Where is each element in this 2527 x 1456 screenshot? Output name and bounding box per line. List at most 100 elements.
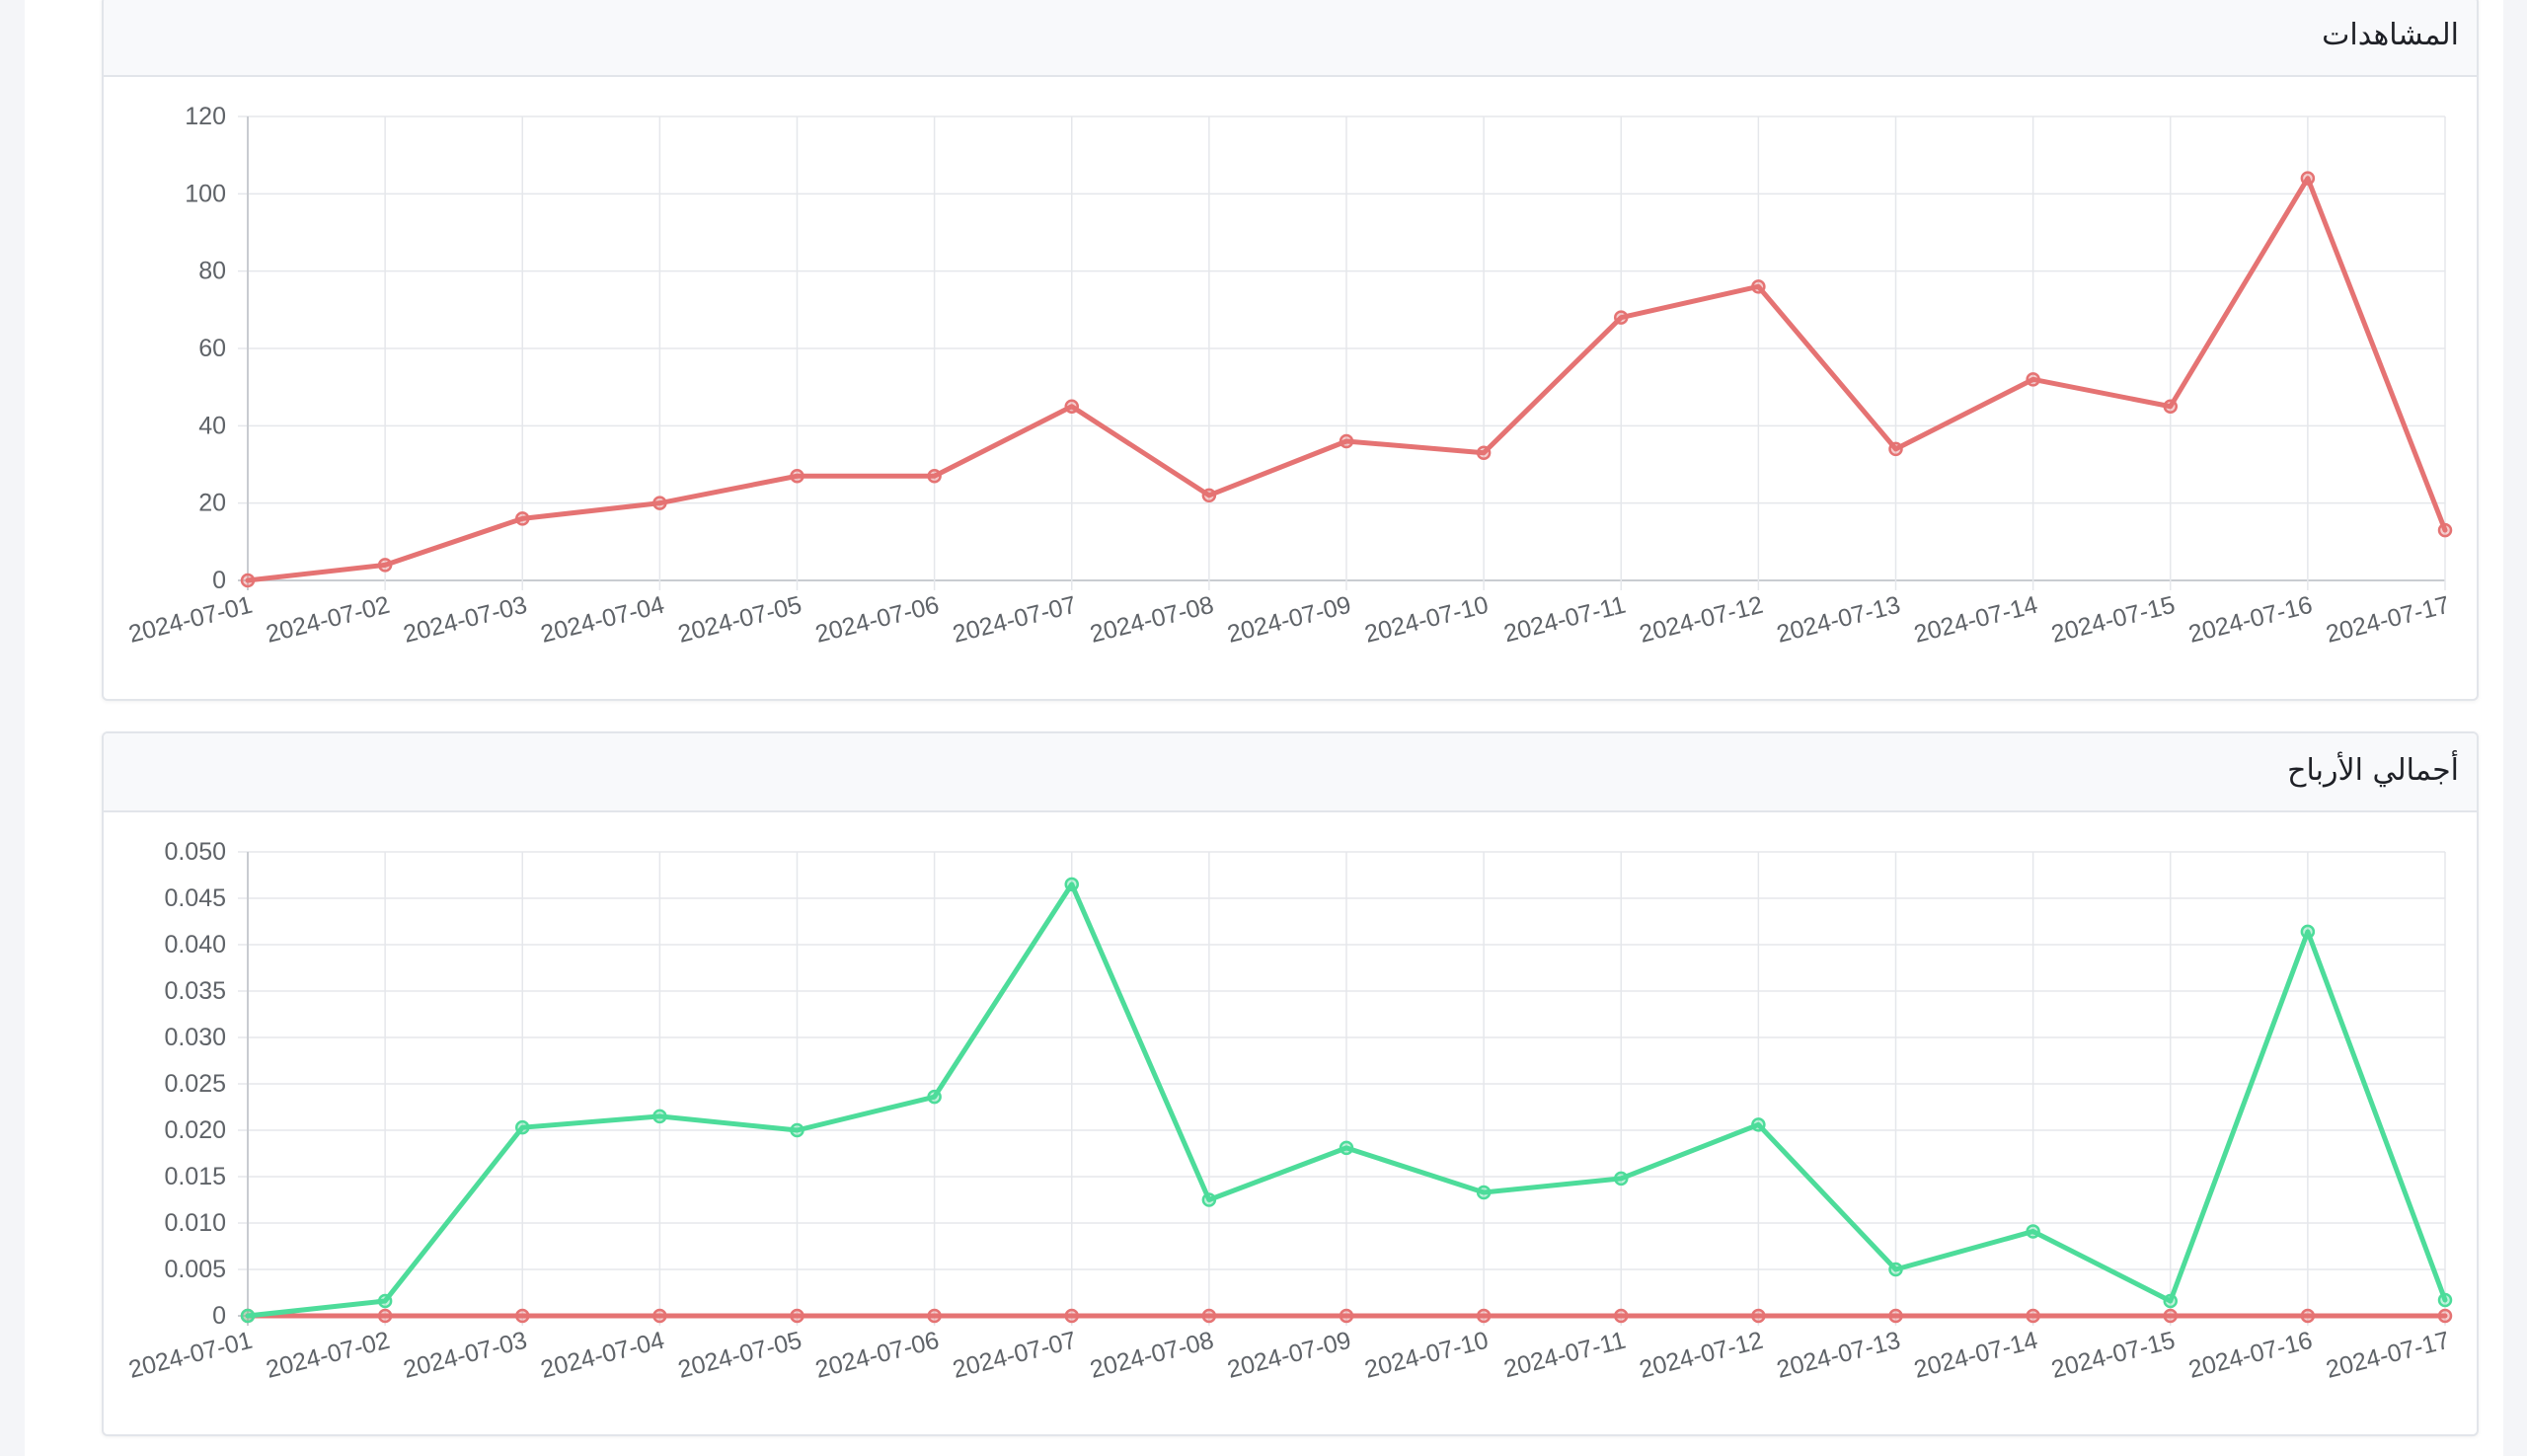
- y-tick-label: 0.010: [164, 1209, 226, 1237]
- data-point[interactable]: [2300, 171, 2316, 186]
- x-tick-label: 2024-07-01: [126, 591, 256, 649]
- x-tick-label: 2024-07-01: [126, 1327, 256, 1384]
- y-tick-label: 0.030: [164, 1024, 226, 1051]
- data-point[interactable]: [240, 1308, 256, 1324]
- data-point[interactable]: [2163, 1308, 2178, 1324]
- x-tick-label: 2024-07-12: [1637, 591, 1766, 649]
- data-point[interactable]: [790, 1308, 804, 1324]
- data-point[interactable]: [1614, 1171, 1629, 1187]
- data-point[interactable]: [652, 496, 667, 510]
- data-point[interactable]: [377, 1308, 393, 1324]
- data-point[interactable]: [1064, 1308, 1079, 1324]
- data-point[interactable]: [1201, 1192, 1217, 1207]
- data-point[interactable]: [377, 558, 393, 573]
- data-point[interactable]: [1201, 1308, 1217, 1324]
- data-point[interactable]: [1751, 1117, 1766, 1132]
- x-tick-label: 2024-07-14: [1911, 1327, 2040, 1384]
- y-tick-label: 0.005: [164, 1256, 226, 1283]
- x-tick-label: 2024-07-09: [1225, 591, 1354, 649]
- y-tick-label: 0: [212, 1302, 226, 1330]
- data-point[interactable]: [927, 469, 942, 484]
- data-point[interactable]: [790, 469, 804, 484]
- x-tick-label: 2024-07-17: [2324, 591, 2453, 649]
- data-point[interactable]: [1476, 1185, 1492, 1200]
- y-tick-label: 0.040: [164, 931, 226, 958]
- y-tick-label: 0.025: [164, 1070, 226, 1098]
- x-tick-label: 2024-07-17: [2324, 1327, 2453, 1384]
- data-point[interactable]: [2300, 1308, 2316, 1324]
- x-tick-label: 2024-07-04: [538, 1327, 667, 1384]
- data-point[interactable]: [1064, 399, 1079, 414]
- earnings-card: أجمالي الأرباح 0 0.005 0.010 0.015 0.020 0.02…: [102, 731, 2479, 1436]
- data-point[interactable]: [927, 1089, 942, 1105]
- data-point[interactable]: [2163, 399, 2178, 414]
- x-tick-label: 2024-07-11: [1501, 591, 1629, 649]
- data-point[interactable]: [1888, 1308, 1903, 1324]
- data-point[interactable]: [515, 511, 530, 526]
- data-point[interactable]: [515, 1119, 530, 1135]
- data-point[interactable]: [652, 1109, 667, 1124]
- data-point[interactable]: [2437, 1292, 2453, 1308]
- data-point[interactable]: [2026, 372, 2040, 387]
- earnings-card-title: أجمالي الأرباح: [2287, 753, 2459, 788]
- data-point[interactable]: [240, 573, 256, 588]
- x-tick-label: 2024-07-08: [1087, 1327, 1216, 1384]
- y-tick-label: 0.050: [164, 838, 226, 866]
- x-tick-label: 2024-07-16: [2185, 1327, 2315, 1384]
- x-tick-label: 2024-07-02: [264, 1327, 393, 1384]
- data-point[interactable]: [2300, 924, 2316, 940]
- x-tick-label: 2024-07-06: [812, 591, 942, 649]
- data-point[interactable]: [2026, 1224, 2040, 1239]
- x-tick-label: 2024-07-15: [2048, 591, 2178, 649]
- x-tick-label: 2024-07-14: [1911, 591, 2040, 649]
- data-point[interactable]: [1888, 1262, 1903, 1277]
- data-point[interactable]: [1064, 877, 1079, 892]
- x-tick-label: 2024-07-13: [1774, 591, 1903, 649]
- y-tick-label: 20: [198, 490, 226, 517]
- x-tick-label: 2024-07-11: [1501, 1327, 1629, 1384]
- views-card: المشاهدات 0 20 40 60 80 100 120 2024-07-01 2024-…: [102, 0, 2479, 701]
- data-point[interactable]: [2163, 1293, 2178, 1309]
- x-tick-label: 2024-07-08: [1087, 591, 1216, 649]
- x-tick-label: 2024-07-10: [1362, 1327, 1492, 1384]
- data-point[interactable]: [515, 1308, 530, 1324]
- series-line: [245, 176, 2448, 583]
- data-point[interactable]: [652, 1308, 667, 1324]
- data-point[interactable]: [1751, 279, 1766, 294]
- y-tick-label: 40: [198, 412, 226, 439]
- data-point[interactable]: [1476, 445, 1492, 460]
- data-point[interactable]: [1614, 1308, 1629, 1324]
- data-point[interactable]: [1201, 488, 1217, 503]
- x-tick-label: 2024-07-07: [950, 1327, 1079, 1384]
- x-tick-label: 2024-07-12: [1637, 1327, 1766, 1384]
- y-tick-label: 0: [212, 567, 226, 594]
- data-point[interactable]: [1339, 433, 1354, 449]
- data-point[interactable]: [1339, 1308, 1354, 1324]
- data-point[interactable]: [2437, 522, 2453, 538]
- y-tick-label: 0.020: [164, 1116, 226, 1144]
- y-tick-label: 80: [198, 258, 226, 285]
- data-point[interactable]: [2026, 1308, 2040, 1324]
- x-tick-label: 2024-07-03: [401, 591, 530, 649]
- data-point[interactable]: [1614, 310, 1629, 325]
- data-point[interactable]: [1751, 1308, 1766, 1324]
- y-tick-label: 0.045: [164, 884, 226, 912]
- series-line: [245, 881, 2448, 1319]
- data-point[interactable]: [1888, 441, 1903, 457]
- x-tick-label: 2024-07-10: [1362, 591, 1492, 649]
- y-tick-label: 0.015: [164, 1163, 226, 1190]
- data-point[interactable]: [1339, 1140, 1354, 1156]
- views-card-header: المشاهدات: [104, 0, 2477, 77]
- data-point[interactable]: [1476, 1308, 1492, 1324]
- y-tick-label: 60: [198, 335, 226, 362]
- x-tick-label: 2024-07-05: [675, 1327, 804, 1384]
- earnings-line-chart: 0 0.005 0.010 0.015 0.020 0.025 0.030 0.035 0.04…: [126, 838, 2453, 1384]
- data-point[interactable]: [377, 1293, 393, 1309]
- data-point[interactable]: [790, 1122, 804, 1138]
- x-tick-label: 2024-07-05: [675, 591, 804, 649]
- data-point[interactable]: [2437, 1308, 2453, 1324]
- y-tick-label: 120: [185, 103, 226, 130]
- views-card-title: المشاهدات: [2322, 18, 2459, 52]
- data-point[interactable]: [927, 1308, 942, 1324]
